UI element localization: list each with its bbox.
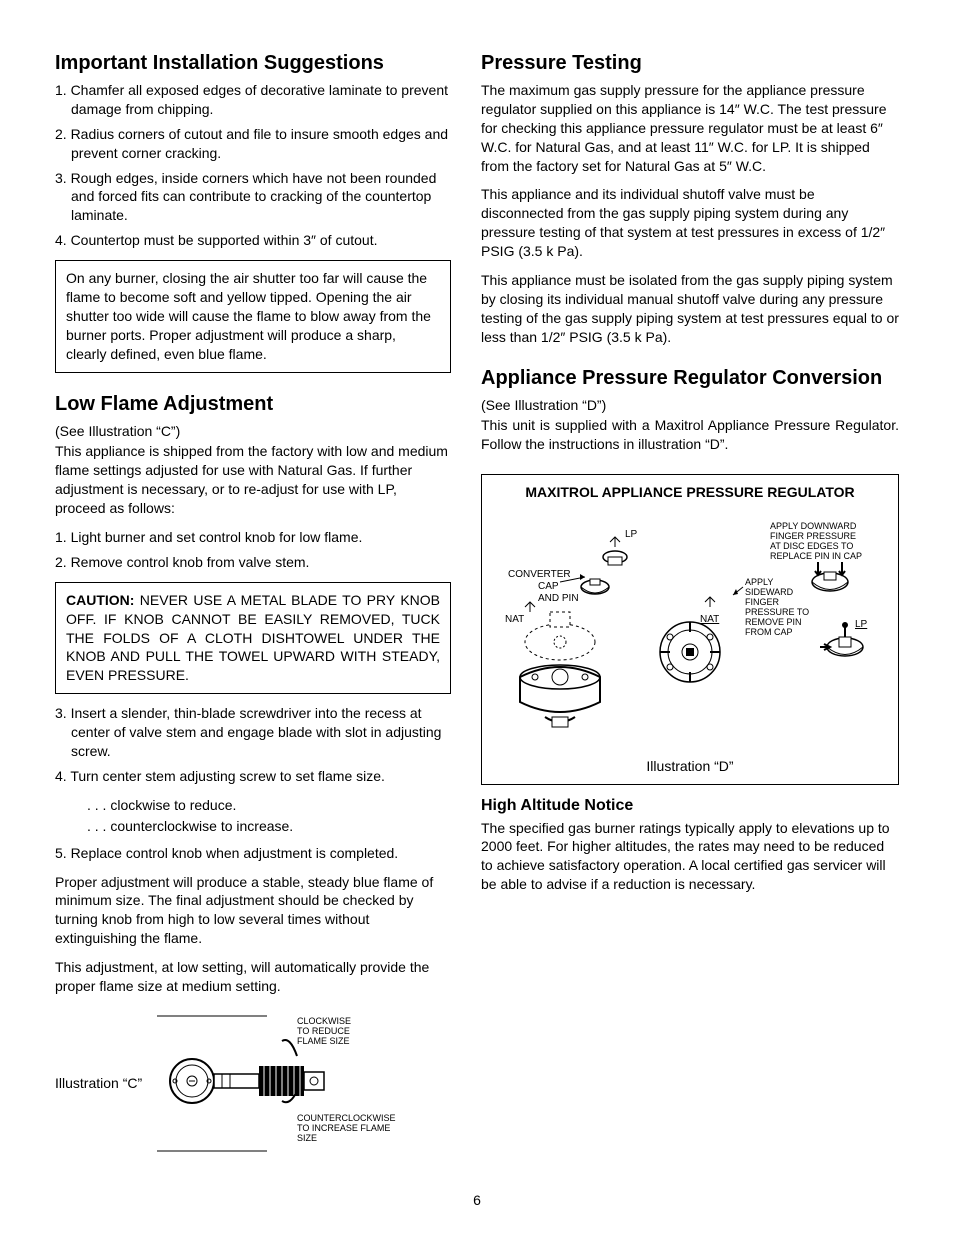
list-item: 3. Rough edges, inside corners which hav…	[55, 169, 451, 226]
low-flame-steps-b: 3. Insert a slender, thin-blade screwdri…	[55, 704, 451, 786]
low-flame-sub: (See Illustration “C”)	[55, 422, 451, 441]
svg-text:SIDEWARD: SIDEWARD	[745, 587, 794, 597]
svg-text:AND PIN: AND PIN	[538, 593, 579, 604]
svg-text:LP: LP	[625, 529, 638, 540]
caution-label: CAUTION:	[66, 592, 134, 608]
pressure-p2: This appliance and its individual shutof…	[481, 185, 899, 261]
list-item: 1. Chamfer all exposed edges of decorati…	[55, 81, 451, 119]
svg-text:COUNTERCLOCKWISE: COUNTERCLOCKWISE	[297, 1113, 396, 1123]
heading-low-flame: Low Flame Adjustment	[55, 391, 451, 418]
list-item: 3. Insert a slender, thin-blade screwdri…	[55, 704, 451, 761]
svg-text:NAT: NAT	[700, 614, 719, 625]
list-item: 2. Remove control knob from valve stem.	[55, 553, 451, 572]
svg-text:FLAME SIZE: FLAME SIZE	[297, 1036, 350, 1046]
auto-medium: This adjustment, at low setting, will au…	[55, 958, 451, 996]
svg-text:CONVERTER: CONVERTER	[508, 569, 571, 580]
low-flame-intro: This appliance is shipped from the facto…	[55, 442, 451, 518]
installation-list: 1. Chamfer all exposed edges of decorati…	[55, 81, 451, 250]
svg-text:CLOCKWISE: CLOCKWISE	[297, 1016, 351, 1026]
list-item: 2. Radius corners of cutout and file to …	[55, 125, 451, 163]
illustration-d-svg: LP CONVERTER CAP AND PIN NAT	[490, 507, 890, 747]
high-altitude-text: The specified gas burner ratings typical…	[481, 819, 899, 895]
list-item: 4. Turn center stem adjusting screw to s…	[55, 767, 451, 786]
heading-installation: Important Installation Suggestions	[55, 50, 451, 77]
sub-counterclockwise: . . . counterclockwise to increase.	[55, 817, 451, 836]
illustration-c-svg: CLOCKWISE TO REDUCE FLAME SIZE	[152, 1006, 412, 1156]
svg-text:TO INCREASE FLAME: TO INCREASE FLAME	[297, 1123, 390, 1133]
pressure-p1: The maximum gas supply pressure for the …	[481, 81, 899, 175]
svg-text:CAP: CAP	[538, 581, 559, 592]
svg-text:APPLY DOWNWARD: APPLY DOWNWARD	[770, 521, 857, 531]
illustration-c: Illustration “C” CLOCKWISE TO REDUCE FLA…	[55, 1006, 451, 1161]
regulator-sub: (See Illustration “D”)	[481, 396, 899, 415]
svg-text:REMOVE PIN: REMOVE PIN	[745, 617, 802, 627]
heading-high-altitude: High Altitude Notice	[481, 795, 899, 817]
illustration-d-box: MAXITROL APPLIANCE PRESSURE REGULATOR LP…	[481, 474, 899, 785]
svg-text:REPLACE PIN IN CAP: REPLACE PIN IN CAP	[770, 551, 862, 561]
illustration-c-label: Illustration “C”	[55, 1074, 142, 1093]
svg-text:AT DISC EDGES TO: AT DISC EDGES TO	[770, 541, 853, 551]
svg-text:FINGER: FINGER	[745, 597, 780, 607]
low-flame-steps-a: 1. Light burner and set control knob for…	[55, 528, 451, 572]
proper-adjustment: Proper adjustment will produce a stable,…	[55, 873, 451, 949]
illustration-d-caption: Illustration “D”	[490, 757, 890, 776]
sub-clockwise: . . . clockwise to reduce.	[55, 796, 451, 815]
list-item: 4. Countertop must be supported within 3…	[55, 231, 451, 250]
svg-text:APPLY: APPLY	[745, 577, 773, 587]
svg-text:TO REDUCE: TO REDUCE	[297, 1026, 350, 1036]
list-item: 1. Light burner and set control knob for…	[55, 528, 451, 547]
svg-text:PRESSURE TO: PRESSURE TO	[745, 607, 809, 617]
low-flame-steps-c: 5. Replace control knob when adjustment …	[55, 844, 451, 863]
svg-text:FINGER PRESSURE: FINGER PRESSURE	[770, 531, 856, 541]
pressure-p3: This appliance must be isolated from the…	[481, 271, 899, 347]
list-item: 5. Replace control knob when adjustment …	[55, 844, 451, 863]
caution-box: CAUTION: NEVER USE A METAL BLADE TO PRY …	[55, 582, 451, 694]
regulator-intro: This unit is supplied with a Maxitrol Ap…	[481, 416, 899, 454]
svg-text:FROM CAP: FROM CAP	[745, 627, 793, 637]
svg-text:NAT: NAT	[505, 614, 524, 625]
svg-text:SIZE: SIZE	[297, 1133, 317, 1143]
page-number: 6	[55, 1191, 899, 1210]
svg-text:LP: LP	[855, 619, 868, 630]
box-text: On any burner, closing the air shutter t…	[66, 270, 431, 362]
illustration-d-title: MAXITROL APPLIANCE PRESSURE REGULATOR	[490, 483, 890, 502]
heading-pressure-testing: Pressure Testing	[481, 50, 899, 77]
heading-regulator: Appliance Pressure Regulator Conversion	[481, 365, 899, 392]
air-shutter-box: On any burner, closing the air shutter t…	[55, 260, 451, 372]
